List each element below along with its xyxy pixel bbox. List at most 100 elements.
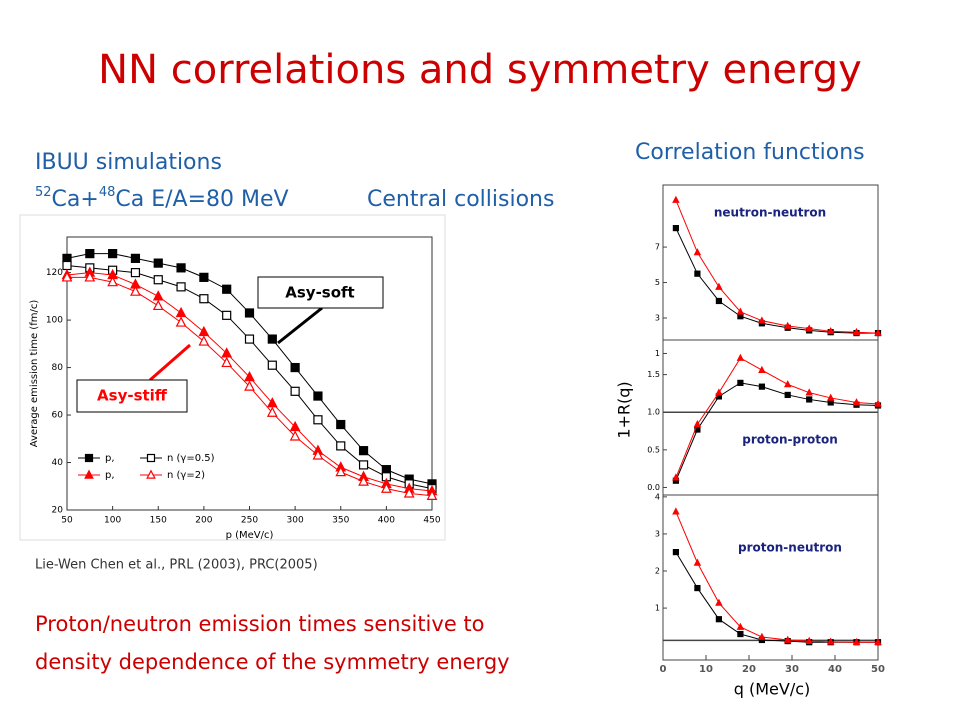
x-tick-label: 10 — [699, 664, 713, 675]
marker — [826, 327, 835, 335]
reaction-text: Ca+ — [52, 187, 99, 212]
marker — [737, 379, 744, 386]
marker — [244, 380, 255, 391]
x-tick-label: 250 — [241, 516, 258, 526]
marker — [107, 276, 119, 287]
y-tick-label: 120 — [46, 268, 63, 278]
x-tick-label: 0 — [660, 664, 667, 675]
marker — [874, 399, 882, 407]
marker — [130, 285, 141, 296]
marker — [267, 360, 277, 370]
marker — [672, 507, 680, 515]
marker — [737, 630, 744, 638]
marker — [694, 584, 701, 592]
y-axis-label: 1+R(q) — [615, 381, 634, 438]
marker — [289, 430, 301, 441]
marker — [358, 475, 369, 486]
marker — [176, 282, 186, 292]
marker — [783, 635, 792, 643]
marker — [267, 334, 277, 344]
marker — [403, 487, 415, 498]
x-axis-label: p (MeV/c) — [226, 530, 274, 541]
marker — [672, 549, 680, 556]
marker — [84, 453, 94, 463]
marker — [336, 441, 346, 451]
annotation: Asy-stiff — [97, 387, 168, 405]
marker — [176, 263, 186, 273]
x-tick-label: 100 — [104, 516, 121, 526]
marker — [175, 316, 187, 327]
marker — [736, 353, 745, 361]
marker — [826, 393, 835, 401]
reaction: 52Ca+48Ca E/A=80 MeV — [35, 185, 289, 213]
marker — [244, 334, 255, 344]
marker — [146, 469, 156, 479]
marker — [244, 308, 255, 318]
y-tick-label: 40 — [52, 458, 64, 468]
legend-label: p, — [105, 470, 115, 481]
central-collisions: Central collisions — [367, 187, 554, 212]
panel-label: proton-proton — [742, 433, 838, 447]
citation: Lie-Wen Chen et al., PRL (2003), PRC(200… — [35, 558, 318, 573]
marker — [852, 327, 861, 336]
marker — [693, 248, 702, 256]
marker — [358, 460, 369, 470]
panel-label: proton-neutron — [738, 541, 842, 555]
marker — [805, 388, 813, 396]
x-tick-label: 300 — [287, 516, 304, 526]
marker — [313, 391, 323, 401]
marker — [85, 249, 95, 259]
figure-frame — [19, 214, 446, 541]
right-heading: Correlation functions — [635, 140, 865, 165]
annotation-box — [257, 276, 384, 309]
marker — [736, 622, 745, 630]
series-line — [675, 199, 879, 334]
marker — [312, 449, 324, 460]
series-line — [675, 357, 879, 478]
marker — [805, 636, 813, 644]
marker — [736, 307, 745, 315]
marker — [826, 637, 835, 645]
marker — [146, 453, 156, 463]
y-axis-label: Average emission time (fm/c) — [29, 300, 40, 448]
x-tick-label: 20 — [742, 664, 756, 675]
conclusion-line: density dependence of the symmetry energ… — [35, 650, 510, 674]
x-tick-label: 40 — [828, 664, 842, 675]
marker — [783, 321, 792, 329]
x-tick-label: 50 — [61, 516, 73, 526]
marker — [61, 271, 73, 282]
marker — [152, 299, 164, 311]
marker — [874, 637, 882, 646]
marker — [313, 415, 323, 425]
legend-label: n (γ=0.5) — [167, 453, 215, 464]
left-heading: IBUU simulations — [35, 150, 222, 175]
marker — [783, 380, 792, 388]
marker — [153, 275, 163, 285]
marker — [805, 324, 813, 332]
y-tick-label: 1 — [655, 604, 660, 613]
marker — [672, 195, 680, 203]
marker — [715, 297, 723, 305]
marker — [199, 272, 209, 282]
y-tick-label: 3 — [655, 529, 660, 538]
marker — [222, 284, 232, 294]
marker — [694, 270, 701, 277]
series-line — [675, 227, 878, 334]
conclusion-line: Proton/neutron emission times sensitive … — [35, 612, 485, 636]
marker — [266, 406, 278, 417]
marker — [222, 310, 232, 320]
marker — [130, 268, 141, 278]
marker — [153, 258, 163, 268]
y-tick-label: 5 — [655, 278, 660, 287]
marker — [290, 386, 300, 396]
series-line — [675, 511, 878, 643]
arrow — [149, 343, 191, 382]
marker — [84, 271, 96, 282]
marker — [426, 489, 438, 500]
marker — [130, 253, 141, 263]
y-tick-label: 1 — [655, 349, 660, 358]
marker — [758, 383, 766, 390]
panel-frame — [662, 339, 879, 496]
y-tick-label: 2 — [655, 567, 660, 576]
